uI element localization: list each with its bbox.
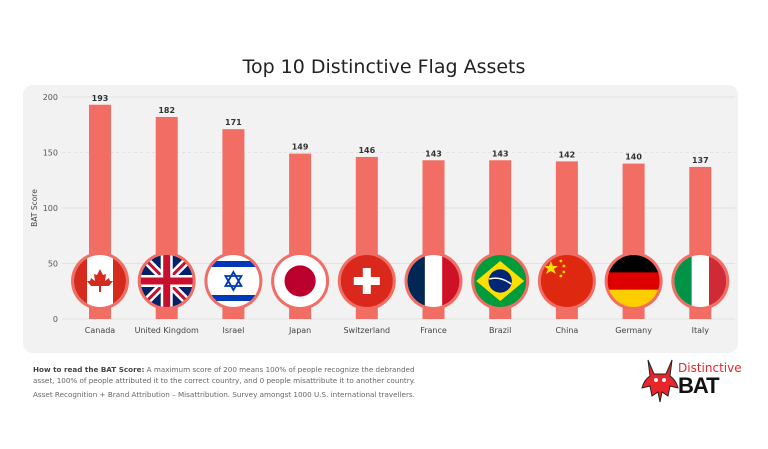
x-tick-label: China (555, 326, 578, 335)
distinctive-bat-logo: Distinctive BAT (640, 358, 750, 403)
flag-germany-icon (607, 255, 660, 307)
formula-note: Asset Recognition + Brand Attribution – … (33, 390, 415, 399)
x-tick-label: United Kingdom (135, 326, 199, 335)
data-label: 146 (358, 146, 375, 155)
chart-title: Top 10 Distinctive Flag Assets (242, 56, 526, 78)
how-to-read-label: How to read the BAT Score: (33, 365, 145, 374)
data-label: 137 (692, 156, 709, 165)
y-tick-label: 150 (43, 149, 58, 158)
flag-japan-icon (274, 255, 327, 307)
flag-brazil-icon (474, 255, 527, 307)
data-label: 182 (158, 106, 175, 115)
how-to-read-note: How to read the BAT Score: A maximum sco… (33, 364, 433, 386)
x-tick-label: Israel (222, 326, 244, 335)
data-label: 140 (625, 153, 642, 162)
logo-text-distinctive: Distinctive (678, 361, 742, 375)
how-to-read-text: A maximum score of 200 means 100% of peo… (33, 365, 416, 385)
x-tick-label: Italy (692, 326, 710, 335)
flag-china-icon (540, 255, 593, 307)
y-tick-label: 100 (43, 204, 58, 213)
y-tick-label: 50 (48, 260, 58, 269)
x-tick-label: Germany (615, 326, 652, 335)
data-label: 149 (292, 143, 309, 152)
data-label: 143 (492, 149, 509, 158)
y-tick-label: 0 (53, 315, 58, 324)
y-axis-label: BAT Score (30, 189, 39, 227)
flag-italy-icon (674, 255, 727, 307)
data-label: 143 (425, 149, 442, 158)
data-label: 193 (92, 94, 109, 103)
flag-canada-icon (74, 255, 126, 307)
x-tick-label: Switzerland (343, 326, 390, 335)
x-tick-label: France (420, 326, 447, 335)
bat-mascot-icon (641, 359, 679, 403)
x-tick-label: Brazil (489, 326, 511, 335)
flag-france-icon (407, 255, 460, 307)
data-label: 171 (225, 118, 242, 127)
y-tick-label: 200 (43, 93, 58, 102)
chart-panel (23, 85, 738, 353)
flag-united-kingdom-icon (140, 255, 193, 307)
data-label: 142 (559, 150, 576, 159)
flag-israel-icon (207, 255, 260, 307)
logo-text-bat: BAT (678, 373, 720, 398)
flag-switzerland-icon (340, 255, 393, 307)
x-tick-label: Japan (288, 326, 311, 335)
x-tick-label: Canada (85, 326, 116, 335)
